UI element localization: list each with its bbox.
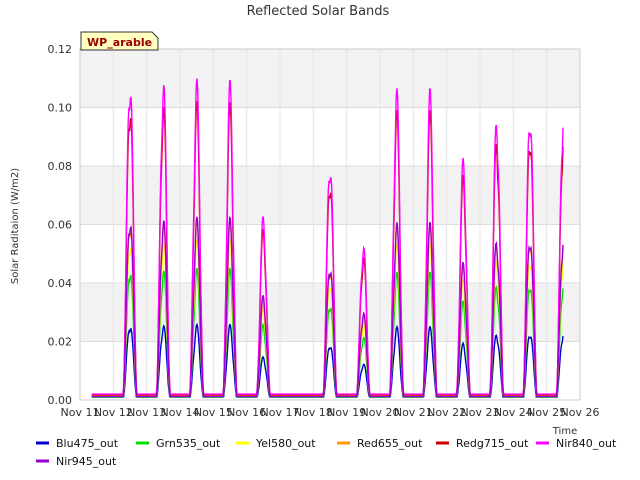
x-tick-label: Nov 11 <box>61 406 100 419</box>
x-tick-label: Nov 23 <box>461 406 500 419</box>
legend-item: Grn535_out <box>136 437 221 450</box>
x-tick-label: Nov 13 <box>127 406 166 419</box>
y-tick-label: 0.04 <box>48 277 73 290</box>
y-tick-label: 0.12 <box>48 43 73 56</box>
x-tick-label: Nov 17 <box>261 406 300 419</box>
legend-item: Nir840_out <box>536 437 617 450</box>
x-axis-label: Time <box>552 426 577 437</box>
legend-label: Red655_out <box>357 437 423 450</box>
chart-title: Reflected Solar Bands <box>247 4 390 19</box>
legend-label: Yel580_out <box>255 437 316 450</box>
x-tick-label: Nov 22 <box>427 406 466 419</box>
background-band <box>80 341 580 400</box>
legend: Blu475_out Grn535_out Yel580_out Red655_out… <box>36 437 617 468</box>
y-tick-label: 0.02 <box>48 336 73 349</box>
x-tick-label: Nov 26 <box>561 406 600 419</box>
legend-item: Red655_out <box>337 437 423 450</box>
legend-label: Nir840_out <box>556 437 617 450</box>
legend-item: Blu475_out <box>36 437 119 450</box>
legend-label: Blu475_out <box>56 437 119 450</box>
annotation-box: WP_arable <box>80 31 159 51</box>
x-tick-label: Nov 21 <box>394 406 433 419</box>
x-tick-label: Nov 18 <box>294 406 333 419</box>
x-tick-label: Nov 15 <box>194 406 233 419</box>
legend-item: Nir945_out <box>36 455 117 468</box>
y-axis-label: Solar Raditaion (W/m2) <box>10 168 21 284</box>
x-tick-label: Nov 20 <box>361 406 400 419</box>
legend-label: Nir945_out <box>56 455 117 468</box>
y-tick-label: 0.06 <box>48 219 73 232</box>
x-tick-label: Nov 25 <box>527 406 566 419</box>
x-tick-label: Nov 19 <box>327 406 366 419</box>
legend-item: Yel580_out <box>236 437 316 450</box>
plot-frame <box>79 48 581 401</box>
legend-item: Redg715_out <box>436 437 529 450</box>
y-tick-label: 0.00 <box>48 394 73 407</box>
x-tick-label: Nov 14 <box>161 406 200 419</box>
legend-label: Redg715_out <box>456 437 529 450</box>
legend-label: Grn535_out <box>156 437 221 450</box>
y-tick-label: 0.10 <box>48 102 73 115</box>
x-tick-label: Nov 12 <box>94 406 133 419</box>
x-tick-label: Nov 16 <box>227 406 266 419</box>
background-band <box>80 107 580 166</box>
background-band <box>80 49 580 108</box>
x-tick-label: Nov 24 <box>494 406 533 419</box>
series-line-nir945_out <box>91 215 564 398</box>
y-tick-label: 0.08 <box>48 160 73 173</box>
annotation-text: WP_arable <box>87 36 152 49</box>
series-layer <box>91 78 564 398</box>
